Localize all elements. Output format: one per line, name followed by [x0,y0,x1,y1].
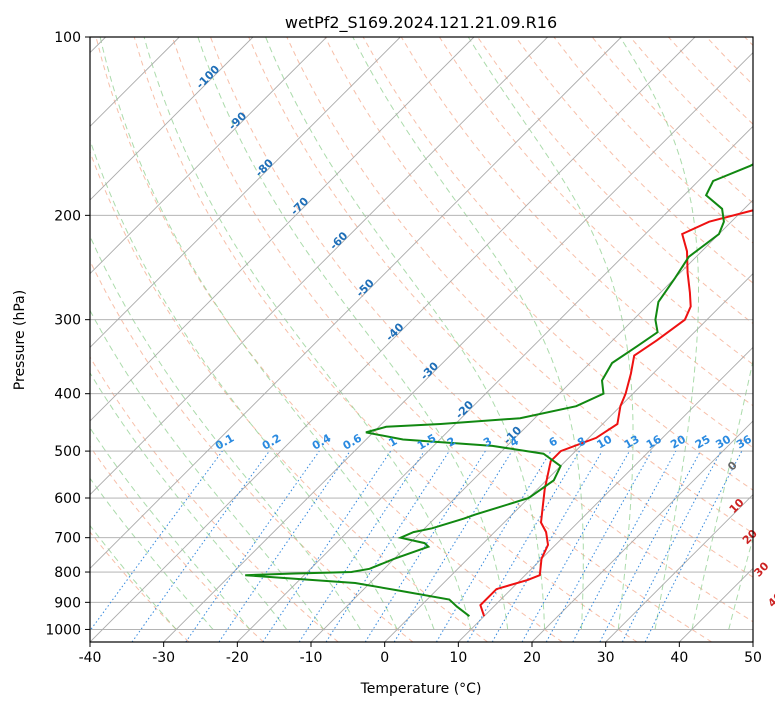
x-tick-label: 50 [744,650,762,666]
moist-adiabat [352,37,584,630]
isotherm [605,494,753,642]
wetbulb-label: 40 [765,590,775,610]
dry-adiabat [171,37,712,642]
isotherm [90,37,696,642]
moist-adiabat [90,235,361,630]
y-tick-label: 500 [54,444,81,460]
y-tick-label: 300 [54,313,81,329]
isotherm [163,52,753,642]
chart-title: wetPf2_S169.2024.121.21.09.R16 [285,13,557,33]
mixing-ratio-line [393,450,513,642]
y-tick-label: 100 [54,30,81,46]
moist-adiabat [691,358,753,630]
dry-adiabat [95,37,563,642]
y-tick-label: 900 [54,595,81,611]
isotherm [90,37,254,201]
x-tick-label: -40 [79,650,102,666]
moist-adiabat [90,309,324,630]
moist-adiabat [728,536,753,630]
mixing-ratio-line [298,450,425,642]
isotherm [90,37,327,275]
moist-adiabat [90,477,214,630]
wetbulb-label: 30 [752,559,772,579]
dry-adiabat [400,37,753,407]
x-tick-label: 10 [449,650,467,666]
axes: -40 -30 -20 -10 0 10 20 30 40 50 100 200 300 400 500 60… [45,30,762,666]
mixing-ratio-line [90,450,223,632]
mixing-ratio-line [131,450,270,642]
dry-adiabat [133,37,638,642]
dry-adiabat [210,37,753,623]
temperature-profile [479,209,753,617]
y-tick-label: 200 [54,208,81,224]
moist-adiabat [143,37,472,630]
moist-adiabat [265,37,546,630]
x-tick-label: 30 [597,650,615,666]
mixing-ratio-line [572,450,677,642]
moist-adiabat [619,37,699,630]
y-tick-label: 400 [54,387,81,403]
x-tick-label: -30 [152,650,175,666]
profile-lines [245,163,753,617]
x-tick-label: 0 [380,650,389,666]
x-tick-label: -10 [300,650,323,666]
isotherm [384,273,753,642]
plot-frame [89,36,754,643]
mixing-ratio-line [262,450,392,642]
dry-adiabat [90,356,339,642]
mixing-ratio-line [185,450,320,642]
x-tick-label: 20 [523,650,541,666]
dry-adiabat [248,37,753,578]
moist-adiabat [90,371,288,630]
y-axis-title: Pressure (hPa) [12,290,28,390]
mixing-ratio-line [644,450,743,642]
moist-adiabat [90,524,177,630]
dry-adiabat [515,37,753,284]
isotherm [90,37,401,348]
moist-adiabat [90,427,251,630]
moist-adiabat [467,37,634,630]
dry-adiabat [438,37,753,366]
x-tick-label: 40 [670,650,688,666]
mixing-ratio-line [521,450,630,642]
dry-adiabat [90,531,190,642]
background-lines [90,37,753,642]
dry-adiabat [90,150,488,642]
x-tick-label: -20 [226,650,249,666]
y-tick-label: 700 [54,531,81,547]
isotherm [237,125,753,642]
y-tick-label: 800 [54,565,81,581]
mixing-ratio-line [218,450,351,642]
isotherm [752,641,753,642]
isotherm [531,420,753,642]
isotherm [458,346,753,642]
isotherm [90,37,622,569]
dewpoint-profile [245,163,753,617]
isotherm [90,37,475,422]
moist-adiabat [90,138,398,630]
isotherm [90,37,548,496]
mixing-ratio-line [545,450,653,642]
moist-adiabat [99,37,435,630]
x-axis-title: Temperature (°C) [360,681,482,697]
dry-adiabat [90,445,264,642]
y-tick-label: 1000 [45,622,81,638]
plot-background [90,37,753,642]
mixing-ratio-line [325,450,450,642]
y-tick-label: 600 [54,491,81,507]
